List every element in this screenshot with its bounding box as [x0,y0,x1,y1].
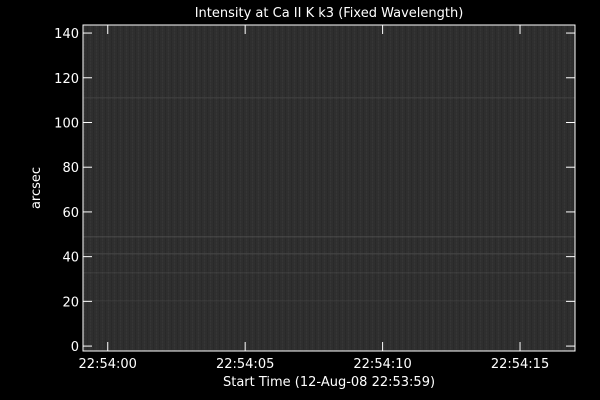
x-tick-label: 22:54:05 [216,357,274,372]
image-texture [83,25,575,351]
y-tick-label: 80 [62,161,79,176]
x-tick-label: 22:54:10 [353,357,411,372]
image-streak [83,236,575,238]
y-tick-label: 140 [54,27,79,42]
y-tick-label: 40 [62,251,79,266]
y-tick-label: 60 [62,206,79,221]
y-axis-label: arcsec [29,167,44,209]
x-tick-label: 22:54:15 [491,357,549,372]
chart-title: Intensity at Ca II K k3 (Fixed Wavelengt… [195,6,464,21]
x-axis-label: Start Time (12-Aug-08 22:53:59) [223,375,435,390]
image-streak [83,97,575,99]
y-tick-label: 0 [71,340,79,355]
y-tick-label: 20 [62,295,79,310]
image-streak [83,272,575,274]
y-tick-label: 100 [54,116,79,131]
x-tick-label: 22:54:00 [79,357,137,372]
image-streak [83,300,575,302]
plot-frame [82,24,576,352]
image-streak [83,253,575,255]
y-tick-label: 120 [54,72,79,87]
